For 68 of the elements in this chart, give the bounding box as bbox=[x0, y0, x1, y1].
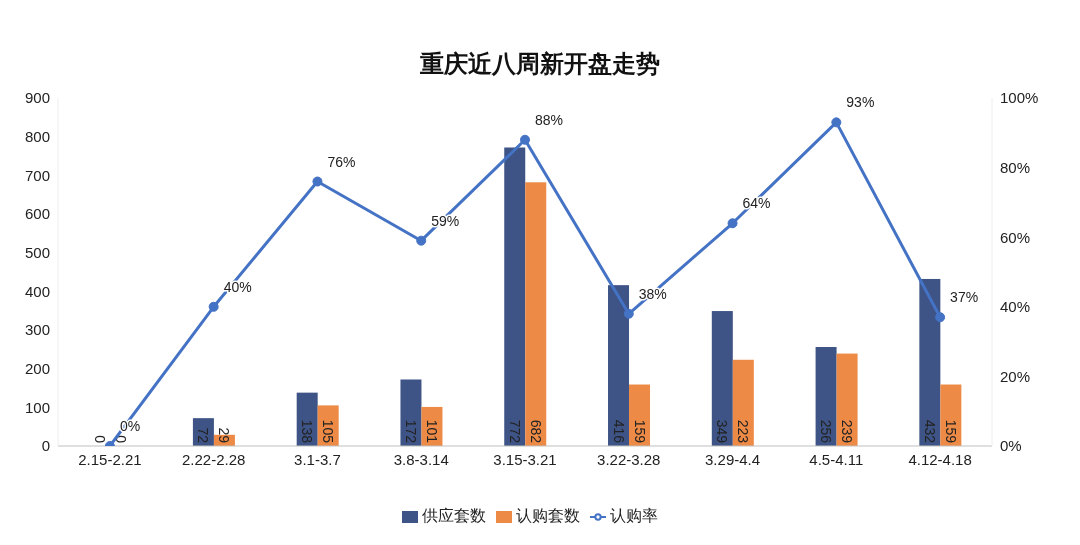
y-tick-label: 500 bbox=[24, 243, 50, 261]
x-tick-label: 3.15-3.21 bbox=[493, 450, 557, 468]
data-label: 159 bbox=[631, 419, 648, 444]
bar bbox=[400, 379, 422, 446]
bar bbox=[711, 311, 733, 446]
data-label: 105 bbox=[320, 419, 337, 444]
data-label: 159 bbox=[942, 419, 959, 444]
bar bbox=[732, 359, 754, 446]
y2-tick-label: 40% bbox=[1000, 298, 1031, 316]
x-tick-label: 3.22-3.28 bbox=[597, 450, 661, 468]
y2-tick-label: 100% bbox=[1000, 89, 1039, 107]
x-tick-label: 4.5-4.11 bbox=[809, 450, 864, 468]
bar bbox=[525, 182, 547, 446]
data-label: 416 bbox=[610, 419, 627, 444]
y2-tick-label: 0% bbox=[1000, 437, 1022, 455]
data-label: 172 bbox=[402, 419, 419, 444]
legend-label: 认购率 bbox=[610, 507, 658, 524]
y-tick-label: 800 bbox=[24, 127, 50, 145]
point bbox=[727, 218, 738, 229]
y-tick-label: 600 bbox=[24, 205, 50, 223]
data-label: 239 bbox=[839, 419, 856, 444]
x-tick-label: 2.15-2.21 bbox=[78, 450, 142, 468]
y2-tick-label: 60% bbox=[1000, 228, 1031, 246]
data-label: 93% bbox=[846, 94, 875, 111]
point bbox=[623, 308, 634, 319]
point bbox=[416, 235, 427, 246]
bar bbox=[815, 347, 837, 446]
data-label: 223 bbox=[735, 419, 752, 444]
point bbox=[831, 117, 842, 128]
data-label: 772 bbox=[506, 419, 523, 444]
data-label: 101 bbox=[423, 419, 440, 444]
bar bbox=[836, 353, 858, 446]
data-label: 682 bbox=[527, 419, 544, 444]
point bbox=[520, 134, 530, 145]
x-tick-label: 3.1-3.7 bbox=[294, 450, 341, 468]
data-label: 0 bbox=[91, 435, 108, 444]
data-label: 29 bbox=[216, 427, 233, 444]
x-tick-label: 2.22-2.28 bbox=[181, 450, 246, 468]
data-label: 37% bbox=[950, 289, 979, 306]
y-tick-label: 900 bbox=[24, 89, 50, 107]
y-tick-label: 400 bbox=[24, 282, 50, 300]
bar bbox=[608, 285, 630, 446]
x-tick-label: 3.8-3.14 bbox=[393, 450, 449, 468]
data-label: 256 bbox=[818, 419, 835, 444]
y-tick-label: 300 bbox=[24, 321, 50, 339]
data-label: 432 bbox=[921, 419, 938, 444]
data-label: 349 bbox=[714, 419, 731, 444]
point bbox=[208, 301, 219, 312]
y-tick-label: 200 bbox=[24, 359, 50, 377]
chart-title: 重庆近八周新开盘走势 bbox=[419, 49, 661, 79]
x-tick-label: 3.29-4.4 bbox=[705, 450, 761, 468]
data-label: 138 bbox=[299, 419, 316, 444]
data-label: 88% bbox=[535, 111, 564, 128]
legend-label: 供应套数 bbox=[422, 507, 486, 524]
x-tick-label: 4.12-4.18 bbox=[908, 450, 972, 468]
point bbox=[935, 312, 946, 323]
legend-label: 认购套数 bbox=[516, 507, 580, 524]
y-tick-label: 700 bbox=[24, 166, 50, 184]
data-label: 0 bbox=[112, 435, 129, 444]
bar bbox=[504, 147, 526, 446]
point bbox=[312, 176, 323, 187]
y2-tick-label: 20% bbox=[1000, 367, 1031, 385]
y2-tick-label: 80% bbox=[1000, 158, 1031, 176]
data-label: 72 bbox=[195, 427, 212, 444]
y-tick-label: 0 bbox=[41, 437, 50, 455]
y-tick-label: 100 bbox=[24, 398, 50, 416]
bar bbox=[919, 278, 941, 446]
data-label: 76% bbox=[327, 153, 356, 170]
